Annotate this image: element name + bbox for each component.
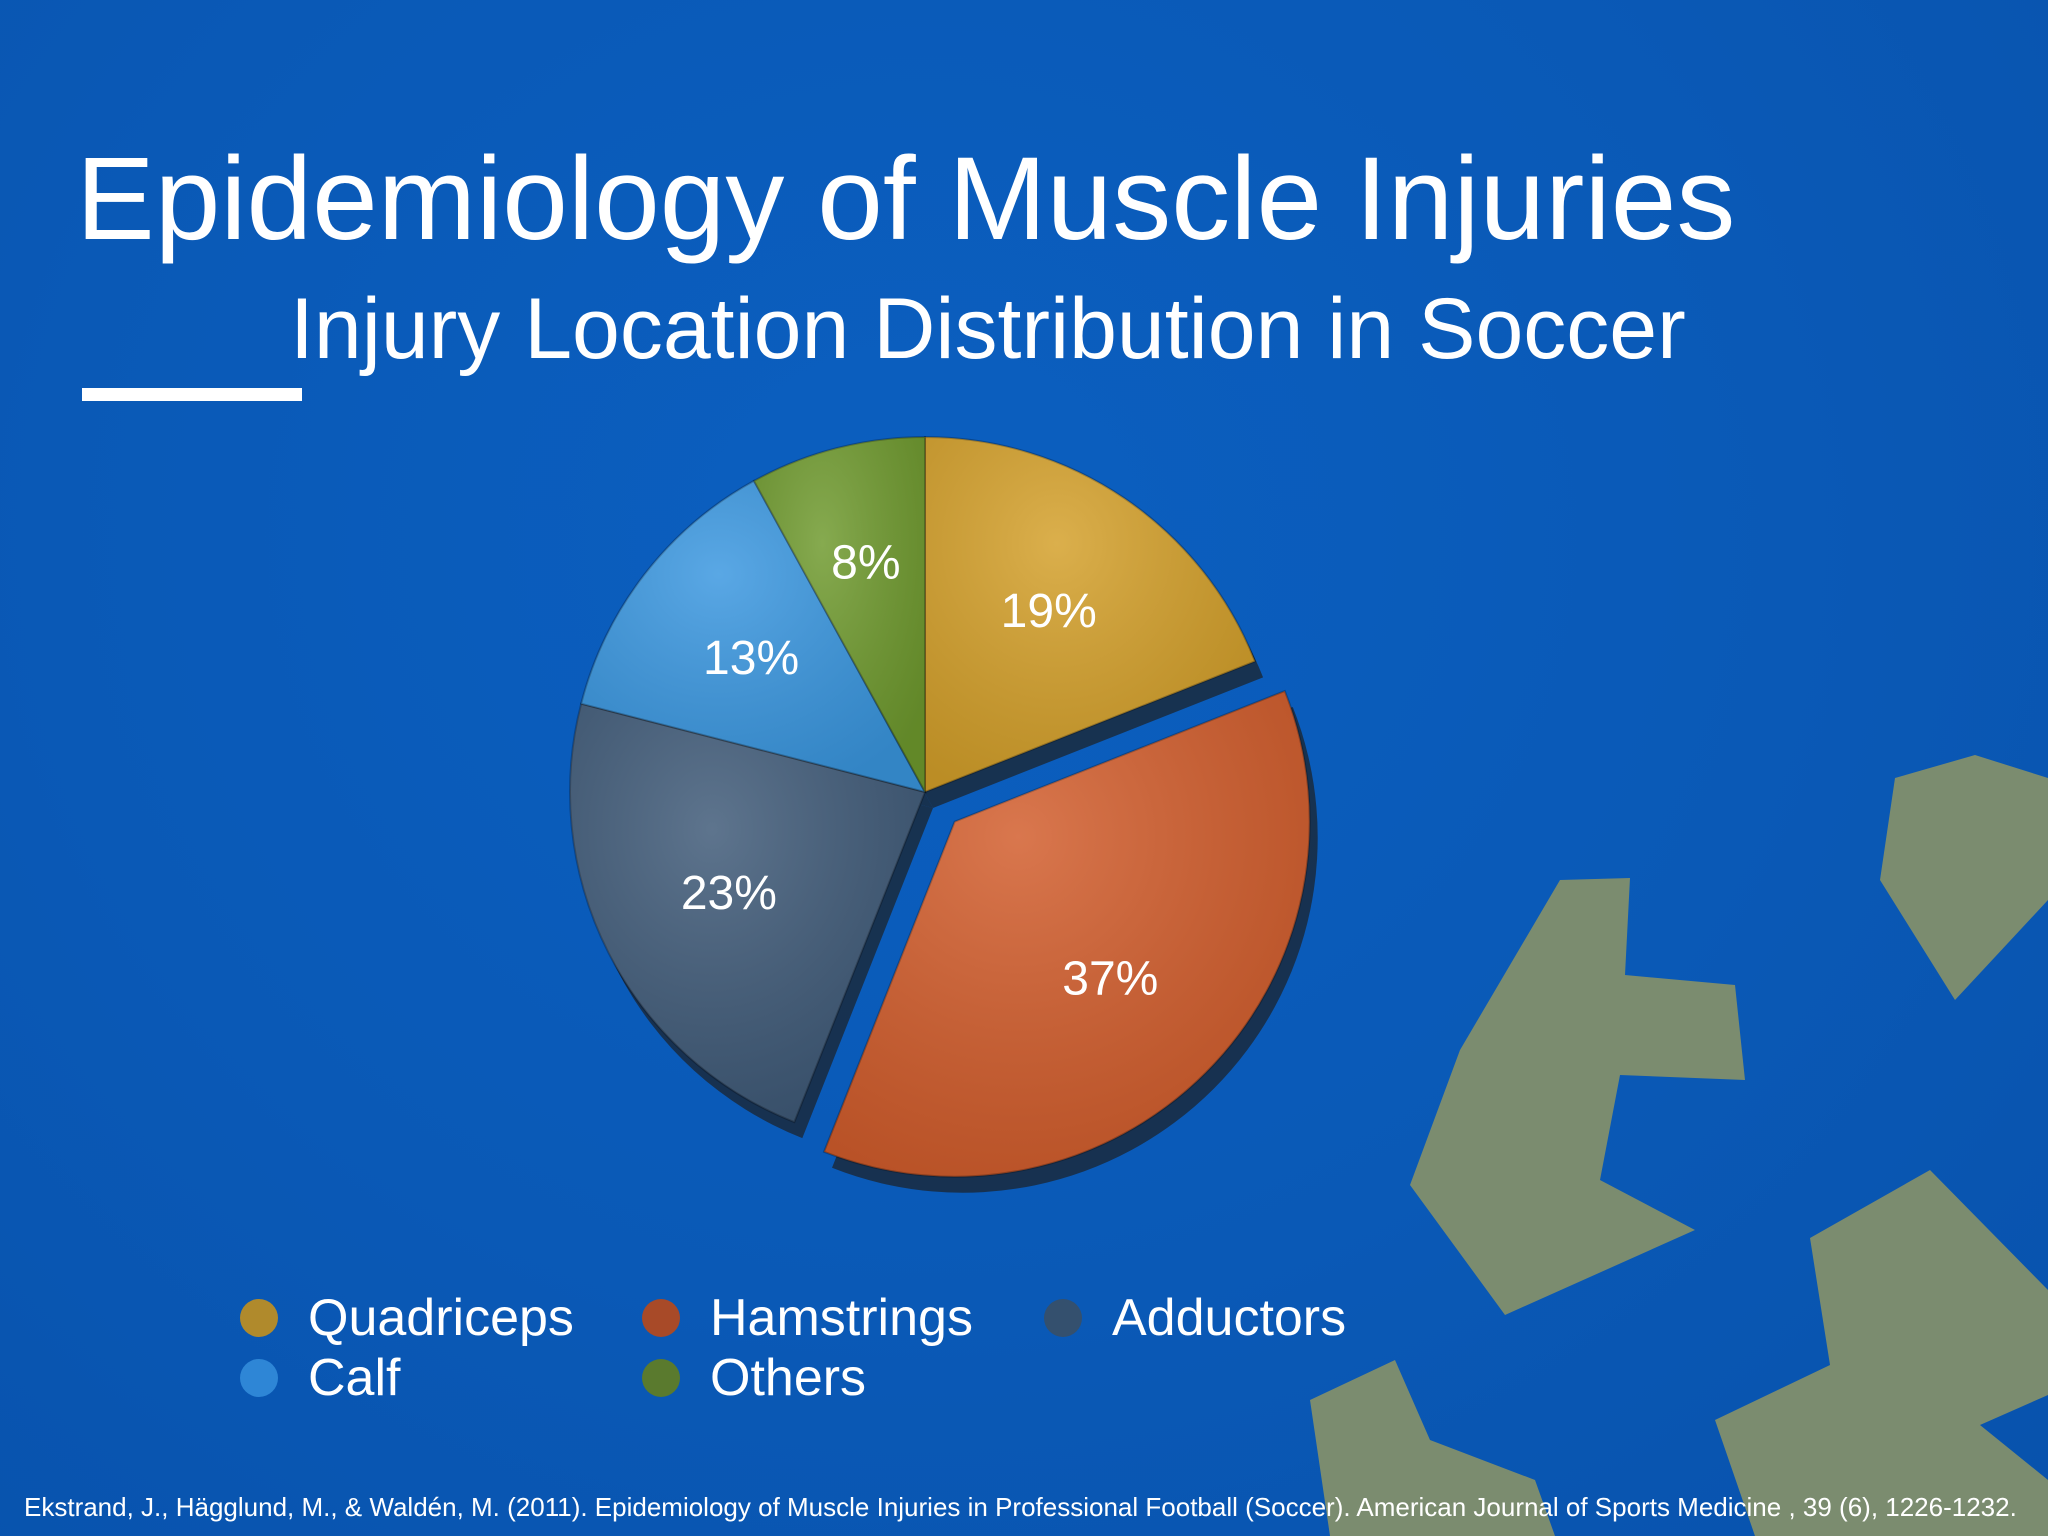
pie-slice-shading-calf (581, 480, 925, 792)
pie-label-quadriceps: 19% (1001, 585, 1097, 638)
decorative-cross-shape (1880, 755, 2048, 1000)
legend-label-adductors: Adductors (1112, 1289, 1347, 1347)
legend-swatch-quadriceps (240, 1299, 278, 1337)
legend-label-hamstrings: Hamstrings (710, 1289, 973, 1347)
legend-swatch-calf (240, 1359, 278, 1397)
pie-slice-shading-adductors (570, 703, 925, 1123)
slide-title: Epidemiology of Muscle Injuries (76, 133, 1736, 265)
legend-label-calf: Calf (308, 1349, 401, 1407)
legend-item-others: Others (642, 1349, 867, 1407)
pie-label-hamstrings: 37% (1062, 952, 1158, 1005)
decorative-cross-shape (1715, 1170, 2048, 1536)
title-underline (82, 388, 302, 401)
pie-label-calf: 13% (703, 632, 799, 685)
pie-slice-shading-hamstrings (824, 691, 1310, 1177)
pie-label-others: 8% (831, 537, 900, 590)
decorative-cross-shape (1410, 878, 1745, 1315)
pie-slice-shading-others (753, 437, 925, 792)
decorative-cross-shape (1310, 1360, 1555, 1536)
legend-swatch-hamstrings (642, 1299, 680, 1337)
legend-label-quadriceps: Quadriceps (308, 1289, 574, 1347)
legend-label-others: Others (710, 1349, 867, 1407)
citation: Ekstrand, J., Hägglund, M., & Waldén, M.… (24, 1492, 2017, 1522)
legend-item-quadriceps: Quadriceps (240, 1289, 574, 1347)
pie-label-adductors: 23% (681, 867, 777, 920)
pie-slice-shading-quadriceps (925, 437, 1256, 792)
slide-subtitle: Injury Location Distribution in Soccer (290, 281, 1686, 377)
legend-swatch-adductors (1044, 1299, 1082, 1337)
legend-item-calf: Calf (240, 1349, 401, 1407)
legend-item-hamstrings: Hamstrings (642, 1289, 973, 1347)
pie-slices (569, 435, 1318, 1193)
pie-labels: 19% 37% 23% 13% 8% (681, 537, 1159, 1006)
legend-item-adductors: Adductors (1044, 1289, 1347, 1347)
chart-legend: Quadriceps Hamstrings Adductors Calf Others (240, 1289, 1440, 1420)
legend-swatch-others (642, 1359, 680, 1397)
